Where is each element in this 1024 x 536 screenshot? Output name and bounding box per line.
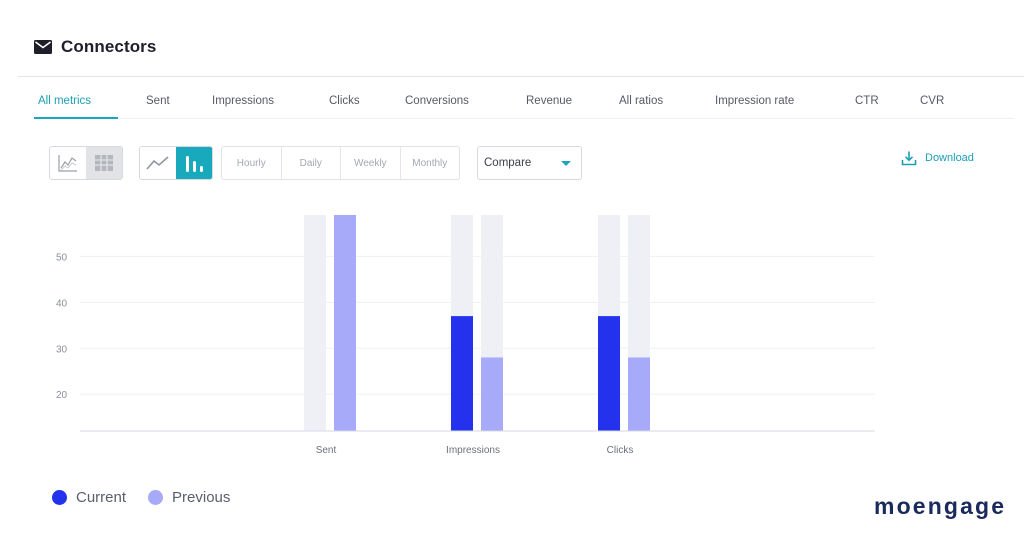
bar-current [451, 316, 473, 431]
table-view-button[interactable] [86, 147, 122, 179]
tabs-divider [34, 118, 1014, 119]
tab-all-metrics[interactable]: All metrics [38, 95, 92, 107]
tab-clicks[interactable]: Clicks [329, 95, 360, 107]
y-tick-label: 30 [56, 344, 68, 355]
hourly-button[interactable]: Hourly [222, 147, 282, 179]
trend-chart-icon [58, 155, 77, 172]
page-title: Connectors [61, 37, 157, 56]
y-tick-label: 50 [56, 252, 68, 263]
bar-previous [481, 357, 503, 431]
x-tick-label: Sent [316, 445, 337, 456]
bar-current [598, 316, 620, 431]
download-label: Download [925, 152, 974, 164]
header-divider [18, 76, 1024, 77]
weekly-button[interactable]: Weekly [341, 147, 401, 179]
caret-down-icon [561, 161, 571, 166]
tab-all-ratios[interactable]: All ratios [619, 95, 664, 107]
legend-item-current[interactable]: Current [52, 489, 126, 506]
bar-previous [628, 357, 650, 431]
tab-conversions[interactable]: Conversions [405, 95, 469, 107]
y-tick-label: 20 [56, 390, 68, 401]
tab-ctr[interactable]: CTR [855, 95, 879, 107]
x-tick-label: Clicks [607, 445, 634, 456]
tab-cvr[interactable]: CVR [920, 95, 945, 107]
compare-dropdown[interactable]: Compare [477, 146, 582, 180]
view-toggle [49, 146, 123, 180]
monthly-button[interactable]: Monthly [412, 157, 448, 169]
granularity-selector: Hourly Daily Weekly Monthly [221, 146, 460, 180]
mail-icon [34, 40, 52, 54]
current-dot-icon [52, 490, 67, 505]
active-tab-indicator [34, 117, 118, 119]
legend-item-previous[interactable]: Previous [148, 489, 230, 506]
legend-label-current: Current [76, 489, 127, 506]
page-header: Connectors [34, 36, 156, 58]
x-tick-label: Impressions [446, 445, 500, 456]
download-icon [901, 151, 917, 166]
chart-type-toggle [139, 146, 213, 180]
bar-track [304, 215, 326, 431]
table-icon [95, 155, 113, 171]
bar-previous [334, 215, 356, 431]
tab-impressions[interactable]: Impressions [212, 95, 274, 107]
download-button[interactable]: Download [901, 150, 974, 166]
bar-chart: 20 30 40 50 Sent Impressions Clicks [56, 215, 875, 456]
daily-button[interactable]: Daily [282, 147, 341, 179]
compare-value: Compare [484, 157, 532, 169]
previous-dot-icon [148, 490, 164, 505]
bar-chart-icon [186, 156, 203, 172]
chart-legend: Current Previous [52, 489, 252, 506]
line-chart-button[interactable] [140, 147, 176, 179]
legend-label-previous: Previous [172, 489, 231, 506]
trend-view-button[interactable] [50, 147, 86, 179]
y-tick-label: 40 [56, 298, 68, 309]
tab-sent[interactable]: Sent [146, 95, 170, 107]
bar-chart-button[interactable] [176, 147, 212, 179]
tab-impression-rate[interactable]: Impression rate [715, 95, 795, 107]
line-chart-icon [146, 156, 169, 170]
svg-text:moengage: moengage [874, 493, 1004, 519]
moengage-logo: moengage [874, 493, 1004, 519]
tab-revenue[interactable]: Revenue [526, 95, 573, 107]
metric-tabs: All metrics Sent Impressions Clicks Conv… [0, 93, 1024, 119]
